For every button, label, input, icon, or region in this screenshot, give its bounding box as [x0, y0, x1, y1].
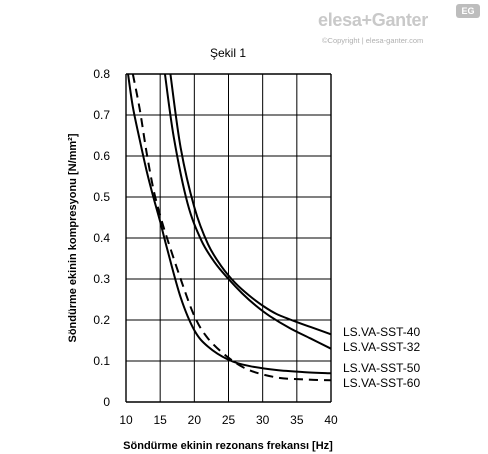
y-tick-label: 0.2 [93, 313, 110, 327]
brand-badge: EG [456, 4, 480, 18]
x-tick-label: 10 [119, 413, 133, 427]
y-tick-label: 0.7 [93, 108, 110, 122]
y-axis-label: Söndürme ekinin kompresyonu [N/mm²] [67, 133, 79, 342]
x-tick-label: 30 [256, 413, 270, 427]
series-line-0 [169, 73, 332, 336]
series-label: LS.VA-SST-40 [343, 325, 420, 339]
tick-labels: 10 15 20 25 30 35 40 0 0.1 0.2 0.3 0.4 0.5 0.6 0.7 0.8 [93, 67, 338, 427]
brand-copyright: ©Copyright | elesa-ganter.com [322, 36, 424, 45]
y-tick-label: 0.3 [93, 272, 110, 286]
brand-logo: elesa+Ganter [318, 10, 428, 30]
x-tick-label: 40 [324, 413, 338, 427]
y-tick-label: 0 [103, 395, 110, 409]
x-tick-label: 20 [188, 413, 202, 427]
x-tick-label: 35 [290, 413, 304, 427]
series-line-3 [131, 73, 332, 382]
x-tick-label: 15 [153, 413, 167, 427]
y-tick-label: 0.6 [93, 149, 110, 163]
series-lines [127, 73, 332, 382]
chart-title: Şekil 1 [210, 46, 246, 60]
brand-block: elesa+Ganter EG ©Copyright | elesa-gante… [318, 4, 486, 50]
y-tick-label: 0.5 [93, 190, 110, 204]
series-line-1 [163, 73, 332, 350]
series-label: LS.VA-SST-50 [343, 361, 420, 375]
x-axis-label: Söndürme ekinin rezonans frekansı [Hz] [123, 440, 333, 452]
y-tick-label: 0.4 [93, 231, 110, 245]
y-tick-label: 0.1 [93, 354, 110, 368]
series-label: LS.VA-SST-60 [343, 376, 420, 390]
x-tick-label: 25 [222, 413, 236, 427]
series-line-2 [127, 73, 332, 375]
series-label: LS.VA-SST-32 [343, 340, 420, 354]
y-tick-label: 0.8 [93, 67, 110, 81]
grid [125, 73, 332, 403]
